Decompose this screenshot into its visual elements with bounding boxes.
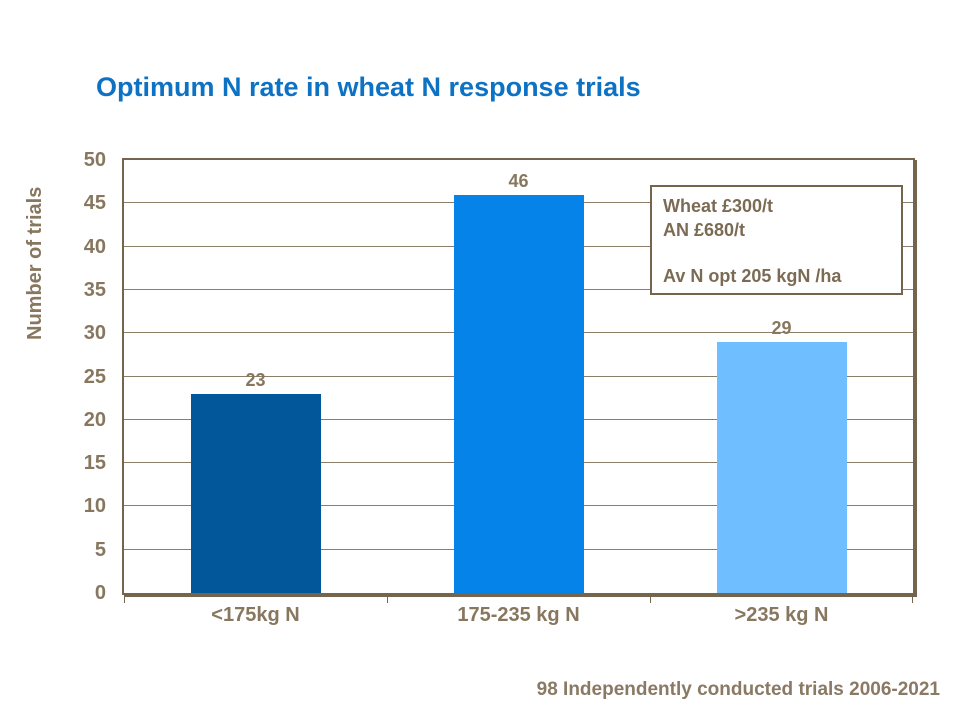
annotation-line: Av N opt 205 kgN /ha [663,266,842,286]
x-axis-tick [912,597,913,603]
footer-note: 98 Independently conducted trials 2006-2… [536,679,940,700]
x-category-label: 175-235 kg N [457,604,580,626]
y-tick-label: 0 [94,582,106,604]
y-tick-label: 20 [83,408,106,431]
chart-title: Optimum N rate in wheat N response trial… [96,72,641,102]
y-tick-label: 40 [83,235,106,258]
y-tick-label: 35 [83,278,106,301]
bar-value-label: 46 [508,171,529,191]
bar-value-label: 29 [771,318,792,338]
y-tick-label: 30 [83,322,106,345]
bar-value-label: 23 [245,370,266,390]
x-axis-tick [650,597,651,603]
annotation-spacer [663,242,890,264]
bar->235 kg N [716,342,847,593]
x-axis-tick [124,597,125,603]
x-axis-tick [387,597,388,603]
y-tick-label: 15 [83,452,106,475]
x-axis-category-labels: <175kg N 175-235 kg N >235 kg N [0,604,960,634]
y-tick-label: 50 [83,149,106,171]
annotation-line: Wheat £300/t [663,196,774,216]
y-tick-label: 25 [83,365,106,388]
y-tick-label: 10 [83,495,106,518]
y-axis-tick-labels: 0 5 10 15 20 25 30 35 40 45 50 [30,149,106,604]
annotation-box: Wheat £300/t AN £680/t Av N opt 205 kgN … [650,185,903,295]
annotation-line: AN £680/t [663,220,746,240]
bar-<175kg N [190,394,321,593]
y-tick-label: 5 [94,538,106,561]
y-tick-label: 45 [83,192,106,215]
bar-175-235 kg N [453,195,584,593]
x-category-label: >235 kg N [734,604,829,626]
x-category-label: <175kg N [211,604,300,626]
